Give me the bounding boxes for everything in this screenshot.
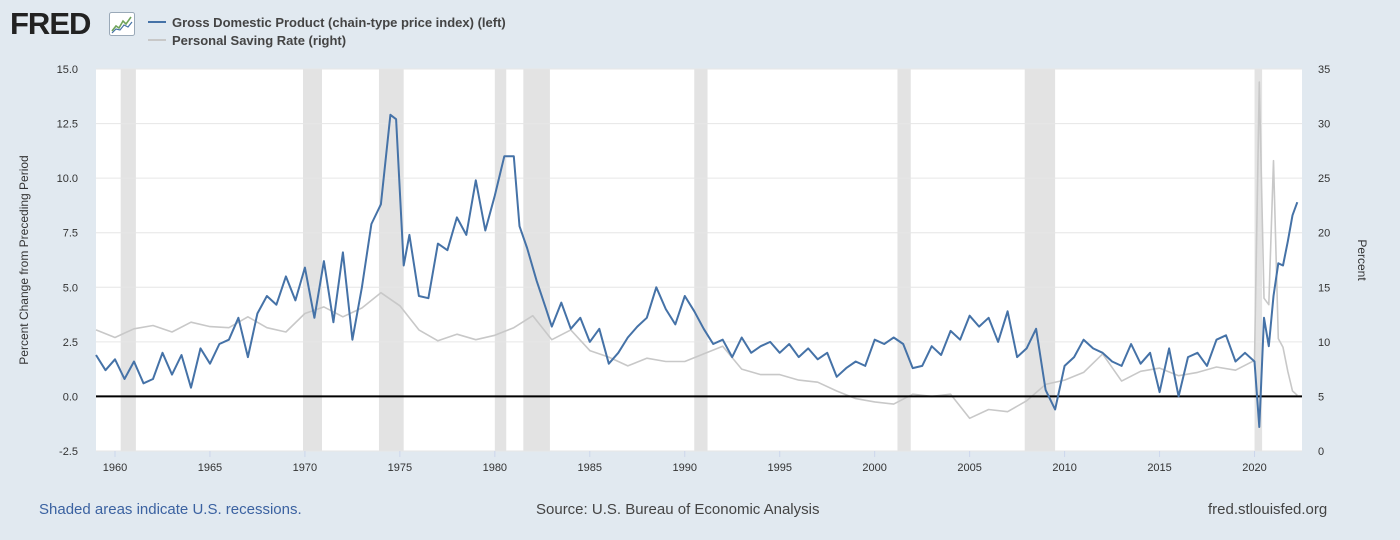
y-left-tick-3: 5.0	[63, 282, 78, 294]
source-text: Source: U.S. Bureau of Economic Analysis	[536, 501, 820, 518]
legend-item-gdp[interactable]: Gross Domestic Product (chain-type price…	[148, 13, 506, 31]
y-left-tick-2: 2.5	[63, 337, 78, 349]
x-tick-8: 2000	[862, 462, 886, 474]
y-right-tick-6: 30	[1318, 119, 1330, 131]
y-left-tick-1: 0.0	[63, 391, 78, 403]
chart-plot: -2.5 0.0 2.5 5.0 7.5 10.0 12.5 15.0 0 5 10 15 20 25 30…	[17, 64, 1369, 474]
recession-note-link[interactable]: Shaded areas indicate U.S. recessions.	[39, 501, 302, 518]
y-left-tick-5: 10.0	[57, 173, 78, 185]
x-tick-3: 1975	[388, 462, 412, 474]
legend-swatch-saving-rate	[148, 39, 166, 41]
x-tick-6: 1990	[673, 462, 697, 474]
x-tick-0: 1960	[103, 462, 127, 474]
recession-band-5	[694, 69, 708, 451]
x-tick-4: 1980	[483, 462, 507, 474]
y-left-axis-title: Percent Change from Preceding Period	[17, 155, 31, 364]
legend-label-gdp: Gross Domestic Product (chain-type price…	[172, 14, 506, 30]
legend-swatch-gdp	[148, 21, 166, 23]
recession-band-8	[1254, 69, 1263, 451]
x-tick-1: 1965	[198, 462, 222, 474]
series-line-saving-rate	[95, 81, 1298, 420]
fred-logo-text: FRED	[10, 6, 91, 41]
fred-logo[interactable]: FRED	[10, 8, 138, 40]
y-left-tick-6: 12.5	[57, 119, 78, 131]
recession-band-4	[523, 69, 550, 451]
y-right-tick-3: 15	[1318, 282, 1330, 294]
recession-band-2	[378, 69, 404, 451]
y-right-tick-0: 0	[1318, 446, 1324, 458]
y-right-tick-2: 10	[1318, 337, 1330, 349]
x-tick-5: 1985	[578, 462, 602, 474]
y-right-tick-4: 20	[1318, 228, 1330, 240]
y-left-tick-0: -2.5	[59, 446, 78, 458]
recession-band-7	[1024, 69, 1056, 451]
legend-label-saving-rate: Personal Saving Rate (right)	[172, 32, 347, 48]
x-tick-9: 2005	[957, 462, 981, 474]
y-left-tick-4: 7.5	[63, 228, 78, 240]
x-tick-10: 2010	[1052, 462, 1076, 474]
x-tick-11: 2015	[1147, 462, 1171, 474]
chart-legend: Gross Domestic Product (chain-type price…	[148, 13, 506, 49]
recession-band-3	[494, 69, 507, 451]
x-tick-12: 2020	[1242, 462, 1266, 474]
sparkline-chart-icon	[109, 12, 135, 36]
y-right-tick-5: 25	[1318, 173, 1330, 185]
recession-band-1	[303, 69, 323, 451]
y-right-tick-1: 5	[1318, 391, 1324, 403]
series-line-gdp	[95, 113, 1299, 428]
y-right-axis-title: Percent	[1355, 239, 1369, 281]
y-right-tick-7: 35	[1318, 64, 1330, 76]
x-tick-2: 1970	[293, 462, 317, 474]
y-left-tick-7: 15.0	[57, 64, 78, 76]
fred-url-link[interactable]: fred.stlouisfed.org	[1208, 501, 1328, 518]
legend-item-saving-rate[interactable]: Personal Saving Rate (right)	[148, 31, 506, 49]
x-tick-7: 1995	[767, 462, 791, 474]
recession-band-6	[897, 69, 911, 451]
recession-band-0	[120, 69, 136, 451]
